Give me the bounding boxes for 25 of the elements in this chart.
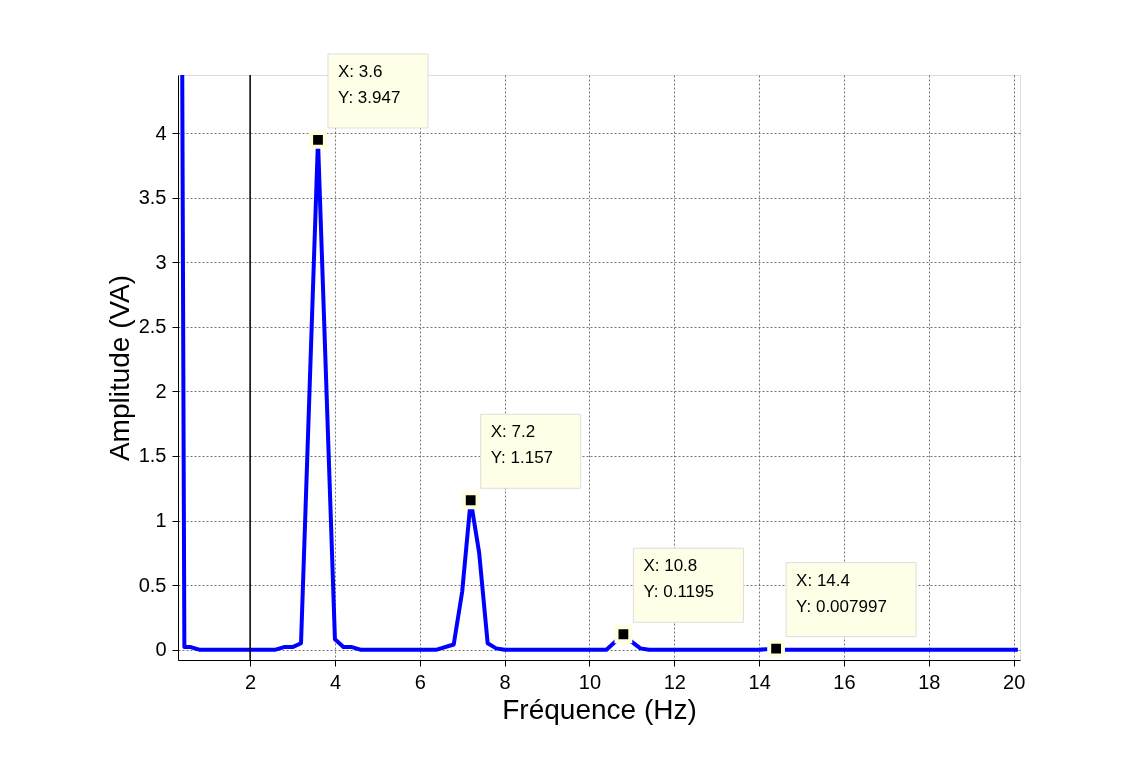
y-tick-label: 1.5: [138, 444, 167, 467]
x-tick-label: 2: [245, 670, 257, 693]
y-tick-label: 2.5: [138, 315, 167, 338]
annotation: X: 10.8 Y: 0.1195: [643, 556, 714, 602]
x-tick-label: 18: [918, 670, 941, 693]
x-tick-label: 6: [414, 670, 426, 693]
x-tick-label: 14: [748, 670, 771, 693]
y-axis-title: Amplitude (VA): [103, 274, 135, 462]
x-tick-label: 16: [833, 670, 856, 693]
y-tick-label: 3.5: [138, 186, 167, 209]
annotation: X: 7.2 Y: 1.157: [490, 422, 554, 468]
x-tick-label: 10: [578, 670, 602, 693]
x-tick-label: 4: [329, 670, 342, 693]
y-tick-label: 4: [155, 121, 167, 144]
annotation: X: 3.6 Y: 3.947: [337, 61, 401, 107]
x-axis-title: Fréquence (Hz): [502, 693, 697, 725]
x-tick-label: 8: [499, 670, 511, 693]
x-tick-label: 20: [1003, 670, 1026, 693]
annotation: X: 14.4 Y: 0.007997: [796, 570, 887, 616]
y-tick-label: 0.5: [138, 573, 167, 596]
y-tick-label: 3: [155, 250, 167, 273]
x-tick-label: 12: [663, 670, 686, 693]
y-tick-label: 2: [155, 379, 167, 402]
y-tick-label: 1: [155, 509, 167, 532]
y-tick-label: 0: [155, 638, 167, 661]
